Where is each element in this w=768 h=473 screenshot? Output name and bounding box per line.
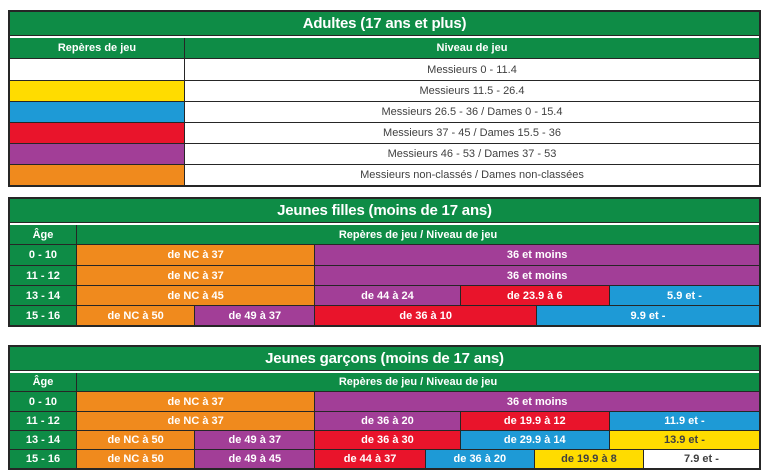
- table-jeunes-garcons-header: Âge Repères de jeu / Niveau de jeu: [10, 373, 759, 392]
- legend-row: Messieurs 46 - 53 / Dames 37 - 53: [10, 143, 759, 164]
- legend-swatch-blue: [10, 102, 185, 122]
- age-cell: 15 - 16: [10, 450, 77, 468]
- age-cell: 0 - 10: [10, 245, 77, 265]
- band-segment-blue: 9.9 et -: [535, 306, 759, 325]
- table-jeunes-filles-header: Âge Repères de jeu / Niveau de jeu: [10, 225, 759, 245]
- band-segment-red: de 19.9 à 12: [459, 412, 609, 430]
- legend-row: Messieurs non-classés / Dames non-classé…: [10, 164, 759, 185]
- band-segment-purple: 36 et moins: [314, 266, 759, 285]
- legend-swatch-yellow: [10, 81, 185, 101]
- band-segment-orange: de NC à 37: [77, 412, 315, 430]
- band-row: 0 - 10 de NC à 37 36 et moins: [10, 392, 759, 411]
- age-cell: 15 - 16: [10, 306, 77, 325]
- legend-row: Messieurs 37 - 45 / Dames 15.5 - 36: [10, 122, 759, 143]
- band-segment-red: de 44 à 37: [314, 450, 425, 468]
- legend-swatch-red: [10, 123, 185, 143]
- band-segments: de NC à 50 de 49 à 37 de 36 à 10 9.9 et -: [77, 306, 759, 325]
- age-cell: 13 - 14: [10, 431, 77, 449]
- header-reperes-niveau: Repères de jeu / Niveau de jeu: [338, 228, 498, 241]
- age-cell: 11 - 12: [10, 266, 77, 285]
- table-adultes-header: Repères de jeu Niveau de jeu: [10, 38, 759, 59]
- niveau-cell: Messieurs 0 - 11.4: [185, 59, 759, 80]
- band-row: 11 - 12 de NC à 37 36 et moins: [10, 265, 759, 285]
- header-reperes-de-jeu: Repères de jeu: [10, 38, 185, 58]
- niveau-cell: Messieurs 46 - 53 / Dames 37 - 53: [185, 144, 759, 164]
- band-segment-blue: 11.9 et -: [608, 412, 759, 430]
- band-segments: de NC à 37 de 36 à 20 de 19.9 à 12 11.9 et …: [77, 412, 759, 430]
- legend-row: Messieurs 0 - 11.4: [10, 59, 759, 80]
- band-segment-orange: de NC à 37: [77, 266, 315, 285]
- band-segment-purple: de 36 à 20: [314, 412, 460, 430]
- band-segments: de NC à 45 de 44 à 24 de 23.9 à 6 5.9 et -: [77, 286, 759, 305]
- band-segment-yellow: 13.9 et -: [608, 431, 759, 449]
- legend-swatch-orange: [10, 165, 185, 185]
- band-segment-white: 7.9 et -: [643, 450, 759, 468]
- age-cell: 11 - 12: [10, 412, 77, 430]
- band-segment-purple: de 49 à 37: [194, 431, 315, 449]
- band-segments: de NC à 37 36 et moins: [77, 392, 759, 411]
- table-jeunes-filles-title: Jeunes filles (moins de 17 ans): [10, 199, 759, 223]
- band-segments: de NC à 37 36 et moins: [77, 245, 759, 265]
- band-row: 15 - 16 de NC à 50 de 49 à 37 de 36 à 10 9.9…: [10, 305, 759, 325]
- table-jeunes-filles-rows: 0 - 10 de NC à 37 36 et moins 11 - 12 de NC …: [10, 245, 759, 325]
- legend-row: Messieurs 11.5 - 26.4: [10, 80, 759, 101]
- band-segment-blue: 5.9 et -: [608, 286, 759, 305]
- band-segment-orange: de NC à 45: [77, 286, 315, 305]
- header-age: Âge: [10, 373, 77, 391]
- legend-row: Messieurs 26.5 - 36 / Dames 0 - 15.4: [10, 101, 759, 122]
- table-adultes-rows: Messieurs 0 - 11.4 Messieurs 11.5 - 26.4 M…: [10, 59, 759, 185]
- band-segment-blue: de 36 à 20: [424, 450, 534, 468]
- band-row: 0 - 10 de NC à 37 36 et moins: [10, 245, 759, 265]
- band-segment-red: de 36 à 10: [314, 306, 536, 325]
- niveau-cell: Messieurs non-classés / Dames non-classé…: [185, 165, 759, 185]
- age-cell: 13 - 14: [10, 286, 77, 305]
- band-segment-orange: de NC à 37: [77, 245, 315, 265]
- table-jeunes-garcons-rows: 0 - 10 de NC à 37 36 et moins 11 - 12 de NC …: [10, 392, 759, 468]
- title-separator: [10, 371, 759, 373]
- band-segment-orange: de NC à 37: [77, 392, 315, 411]
- band-segment-purple: 36 et moins: [314, 245, 759, 265]
- table-jeunes-garcons: Jeunes garçons (moins de 17 ans) Âge Rep…: [8, 345, 761, 470]
- table-jeunes-garcons-title: Jeunes garçons (moins de 17 ans): [10, 347, 759, 371]
- band-segment-red: de 36 à 30: [314, 431, 460, 449]
- niveau-cell: Messieurs 11.5 - 26.4: [185, 81, 759, 101]
- band-row: 13 - 14 de NC à 45 de 44 à 24 de 23.9 à 6 5.…: [10, 285, 759, 305]
- niveau-cell: Messieurs 37 - 45 / Dames 15.5 - 36: [185, 123, 759, 143]
- band-segments: de NC à 37 36 et moins: [77, 266, 759, 285]
- band-segment-purple: de 49 à 37: [194, 306, 315, 325]
- title-separator: [10, 223, 759, 225]
- band-segment-purple: 36 et moins: [314, 392, 759, 411]
- band-row: 11 - 12 de NC à 37 de 36 à 20 de 19.9 à 12 1…: [10, 411, 759, 430]
- band-segment-purple: de 44 à 24: [314, 286, 460, 305]
- band-segment-orange: de NC à 50: [77, 431, 195, 449]
- band-row: 13 - 14 de NC à 50 de 49 à 37 de 36 à 30 de …: [10, 430, 759, 449]
- table-adultes-title: Adultes (17 ans et plus): [10, 12, 759, 36]
- title-separator: [10, 36, 759, 38]
- header-niveau-de-jeu: Niveau de jeu: [436, 42, 508, 54]
- header-age: Âge: [10, 225, 77, 244]
- legend-swatch-white: [10, 59, 185, 80]
- band-segments: de NC à 50 de 49 à 45 de 44 à 37 de 36 à 20…: [77, 450, 759, 468]
- table-jeunes-filles: Jeunes filles (moins de 17 ans) Âge Repè…: [8, 197, 761, 327]
- band-segment-orange: de NC à 50: [77, 306, 195, 325]
- band-segment-blue: de 29.9 à 14: [459, 431, 609, 449]
- band-segment-orange: de NC à 50: [77, 450, 195, 468]
- band-segment-red: de 23.9 à 6: [459, 286, 609, 305]
- band-segments: de NC à 50 de 49 à 37 de 36 à 30 de 29.9 à …: [77, 431, 759, 449]
- header-reperes-niveau: Repères de jeu / Niveau de jeu: [338, 376, 498, 388]
- band-segment-yellow: de 19.9 à 8: [533, 450, 644, 468]
- table-adultes: Adultes (17 ans et plus) Repères de jeu …: [8, 10, 761, 187]
- band-segment-purple: de 49 à 45: [194, 450, 315, 468]
- legend-swatch-purple: [10, 144, 185, 164]
- niveau-cell: Messieurs 26.5 - 36 / Dames 0 - 15.4: [185, 102, 759, 122]
- age-cell: 0 - 10: [10, 392, 77, 411]
- band-row: 15 - 16 de NC à 50 de 49 à 45 de 44 à 37 de …: [10, 449, 759, 468]
